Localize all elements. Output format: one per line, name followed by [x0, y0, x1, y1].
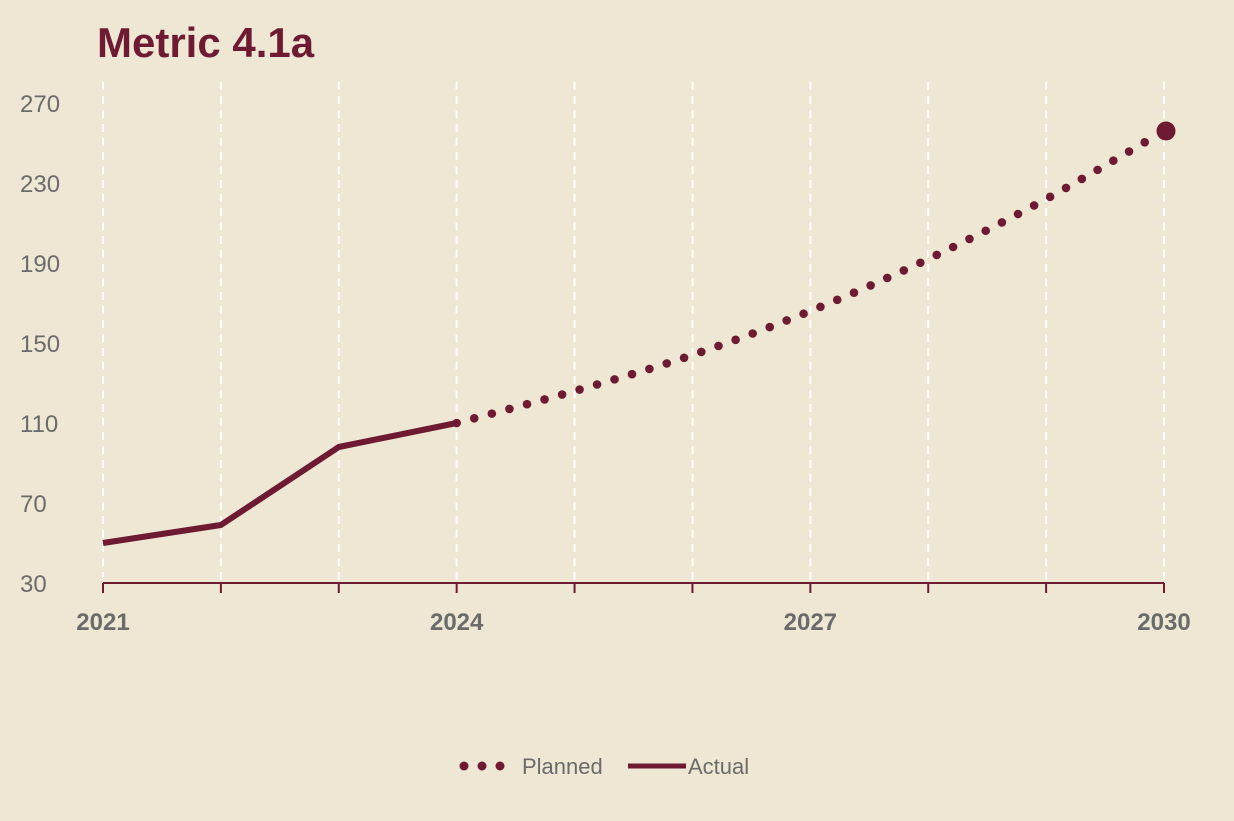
y-tick-label: 150	[20, 331, 60, 358]
series-dot-planned	[832, 295, 842, 305]
series-dot-planned	[697, 347, 706, 357]
series-dot-planned	[799, 309, 808, 319]
series-dot-planned	[487, 409, 497, 418]
series-dot-planned	[748, 329, 757, 338]
legend-symbol-dot	[459, 761, 469, 771]
chart-title: Metric 4.1a	[97, 19, 315, 66]
legend-item-planned: Planned	[459, 754, 603, 779]
y-tick-label: 110	[20, 411, 58, 438]
series-dot-planned	[1045, 192, 1055, 202]
series-dot-planned	[679, 353, 689, 363]
series-dot-planned	[882, 273, 892, 283]
series-end-marker	[1156, 121, 1176, 141]
x-tick-label: 2030	[1137, 609, 1190, 636]
series-line-actual	[102, 420, 458, 546]
series-dot-planned	[557, 390, 567, 399]
series-dot-planned	[731, 335, 740, 345]
x-tick-label: 2021	[76, 609, 129, 636]
y-tick-label: 30	[20, 571, 47, 598]
series-dot-planned	[948, 242, 958, 252]
legend-label: Actual	[688, 754, 749, 779]
series-dot-planned	[1077, 174, 1087, 184]
series-dot-planned	[932, 250, 942, 260]
series-dot-planned	[505, 404, 514, 414]
series-dot-planned	[981, 226, 991, 236]
series-dot-planned	[899, 266, 909, 275]
y-tick-label: 270	[20, 91, 60, 118]
series-dot-planned	[592, 380, 602, 389]
series-dot-planned	[627, 369, 637, 379]
legend-item-actual: Actual	[628, 754, 749, 779]
series-dot-planned	[997, 218, 1007, 227]
series-dot-planned	[522, 399, 532, 409]
series	[102, 121, 1176, 546]
series-dot-planned	[645, 364, 654, 374]
series-dot-planned	[469, 414, 479, 423]
y-tick-label: 190	[20, 251, 60, 278]
legend-symbol-dot	[495, 761, 505, 771]
y-tick-label: 70	[20, 491, 47, 518]
x-axis-ticks: 2021 2024 2027 2030	[76, 609, 1190, 636]
series-dot-planned	[714, 341, 723, 351]
series-dot-planned	[866, 281, 875, 290]
legend: Planned Actual	[459, 754, 749, 779]
series-dot-planned	[1093, 165, 1102, 175]
x-axis	[102, 582, 1165, 593]
legend-label: Planned	[522, 754, 603, 779]
y-axis-ticks: 30 70 110 150 190 230 270	[20, 91, 60, 598]
gridlines	[102, 82, 1165, 583]
legend-symbol-dot	[477, 761, 487, 771]
series-dot-planned	[965, 234, 974, 244]
series-dot-planned	[1061, 183, 1071, 193]
series-dot-planned	[849, 288, 859, 297]
series-dot-planned	[1124, 147, 1134, 156]
y-tick-label: 230	[20, 171, 60, 198]
series-dot-planned	[575, 385, 584, 394]
series-dot-planned	[1140, 137, 1150, 147]
series-dot-planned	[1029, 201, 1039, 210]
series-dot-planned	[662, 359, 672, 368]
series-dot-planned	[610, 375, 619, 384]
series-dot-planned	[916, 258, 925, 268]
x-tick-label: 2024	[430, 609, 484, 636]
series-dot-planned	[1013, 209, 1023, 219]
series-dot-planned	[540, 395, 549, 404]
series-dot-planned	[782, 316, 791, 325]
series-dot-planned	[816, 302, 825, 312]
series-dot-planned	[765, 322, 775, 332]
x-tick-label: 2027	[784, 609, 837, 636]
series-dot-planned	[1109, 156, 1118, 166]
